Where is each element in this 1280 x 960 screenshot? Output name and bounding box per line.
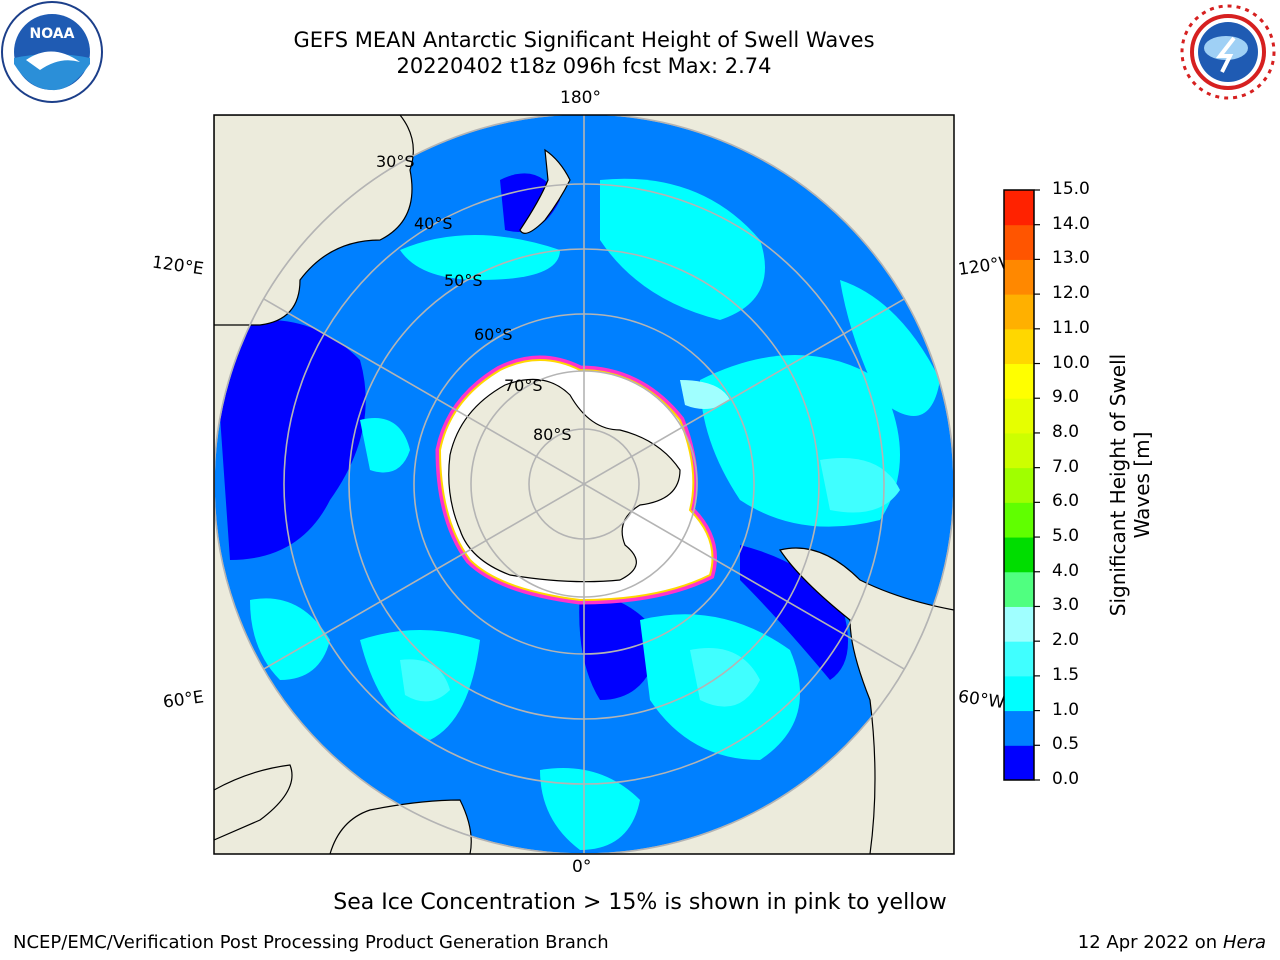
swell-region-ne — [600, 178, 765, 320]
colorbar-segment — [1004, 641, 1034, 677]
swell-region-north-west — [400, 235, 560, 280]
colorbar-segment — [1004, 398, 1034, 434]
swell-region-bottom — [540, 768, 640, 850]
chart-subtitle: 20220402 t18z 096h fcst Max: 2.74 — [396, 54, 772, 78]
colorbar-segment — [1004, 294, 1034, 330]
colorbar-tick-label: 1.0 — [1052, 699, 1080, 720]
colorbar-segment — [1004, 745, 1034, 781]
colorbar-segment — [1004, 502, 1034, 538]
latitude-label-30: 30°S — [376, 152, 415, 171]
colorbar-tick-label: 14.0 — [1052, 213, 1090, 234]
colorbar-title-line2: Waves [m] — [1130, 431, 1154, 539]
latitude-label-50: 50°S — [444, 271, 483, 290]
credit-text: NCEP/EMC/Verification Post Processing Pr… — [13, 932, 609, 953]
longitude-label-180: 180° — [560, 88, 601, 108]
noaa-logo: NOAA — [1, 1, 103, 103]
colorbar-segment — [1004, 328, 1034, 365]
colorbar-segment — [1004, 467, 1034, 503]
peak-swell-ne — [680, 380, 730, 409]
colorbar-tick-label: 1.5 — [1052, 664, 1080, 685]
colorbar-tick-label: 0.0 — [1052, 769, 1080, 789]
peak-swell-east — [820, 458, 900, 513]
swell-region-west-mid — [360, 418, 410, 473]
south-america — [779, 547, 954, 854]
latitude-label-80: 80°S — [533, 425, 572, 444]
madagascar — [214, 764, 293, 841]
colorbar-segment — [1004, 571, 1034, 607]
latitude-label-60: 60°S — [474, 325, 513, 344]
sea-ice-note: Sea Ice Concentration > 15% is shown in … — [333, 890, 947, 915]
svg-text:NOAA: NOAA — [30, 26, 75, 42]
colorbar-tick-label: 8.0 — [1052, 421, 1080, 442]
latitude-label-40: 40°S — [414, 214, 453, 233]
colorbar-segment — [1004, 675, 1034, 712]
longitude-label-0: 0° — [572, 857, 592, 877]
colorbar-tick-label: 5.0 — [1052, 526, 1080, 547]
chart-title: GEFS MEAN Antarctic Significant Height o… — [293, 28, 875, 52]
latitude-label-70: 70°S — [504, 376, 543, 395]
colorbar-title-line1: Significant Height of Swell — [1106, 353, 1130, 617]
colorbar-segment — [1004, 710, 1034, 746]
colorbar-tick-label: 15.0 — [1052, 179, 1090, 199]
africa — [329, 799, 472, 854]
new-zealand — [519, 148, 571, 234]
date-text: 12 Apr 2022 on — [1077, 932, 1218, 953]
colorbar-tick-label: 10.0 — [1052, 352, 1090, 373]
meridian-120e-60w — [249, 290, 919, 678]
colorbar-tick-label: 2.0 — [1052, 630, 1080, 651]
swell-region-south-west-2 — [250, 598, 330, 680]
colorbar-tick-label: 3.0 — [1052, 595, 1080, 616]
colorbar-tick-label: 9.0 — [1052, 387, 1080, 408]
colorbar-segment — [1004, 259, 1034, 295]
date-stamp: 12 Apr 2022 on Hera — [1078, 932, 1266, 953]
colorbar-tick-label: 13.0 — [1052, 248, 1090, 269]
colorbar-segment — [1004, 224, 1034, 260]
low-swell-region-east — [740, 545, 848, 680]
machine-name: Hera — [1222, 932, 1266, 953]
map-frame — [213, 114, 955, 855]
colorbar-tick-label: 11.0 — [1052, 317, 1090, 338]
swell-region-far-east — [840, 280, 940, 416]
colorbar-segment — [1004, 606, 1034, 642]
colorbar-tick-label: 7.0 — [1052, 456, 1080, 477]
low-swell-region-south — [579, 590, 660, 700]
peak-swell-south-west — [400, 659, 450, 702]
graticule — [214, 115, 954, 854]
antarctica-land — [448, 378, 681, 583]
colorbar — [1003, 189, 1040, 781]
colorbar-tick-label: 4.0 — [1052, 560, 1080, 581]
colorbar-frame — [1003, 189, 1035, 781]
colorbar-tick-label: 6.0 — [1052, 491, 1080, 512]
colorbar-tick-label: 12.0 — [1052, 283, 1090, 304]
peak-swell-south — [690, 648, 760, 707]
colorbar-segment — [1004, 190, 1034, 226]
colorbar-title: Significant Height of Swell Waves [m] — [1106, 325, 1154, 645]
national-weather-service-logo — [1178, 2, 1278, 102]
colorbar-tick-label: 0.5 — [1052, 734, 1080, 755]
colorbar-segment — [1004, 537, 1034, 573]
colorbar-segment — [1004, 432, 1034, 469]
colorbar-segment — [1004, 363, 1034, 399]
low-swell-region-west — [214, 320, 366, 560]
